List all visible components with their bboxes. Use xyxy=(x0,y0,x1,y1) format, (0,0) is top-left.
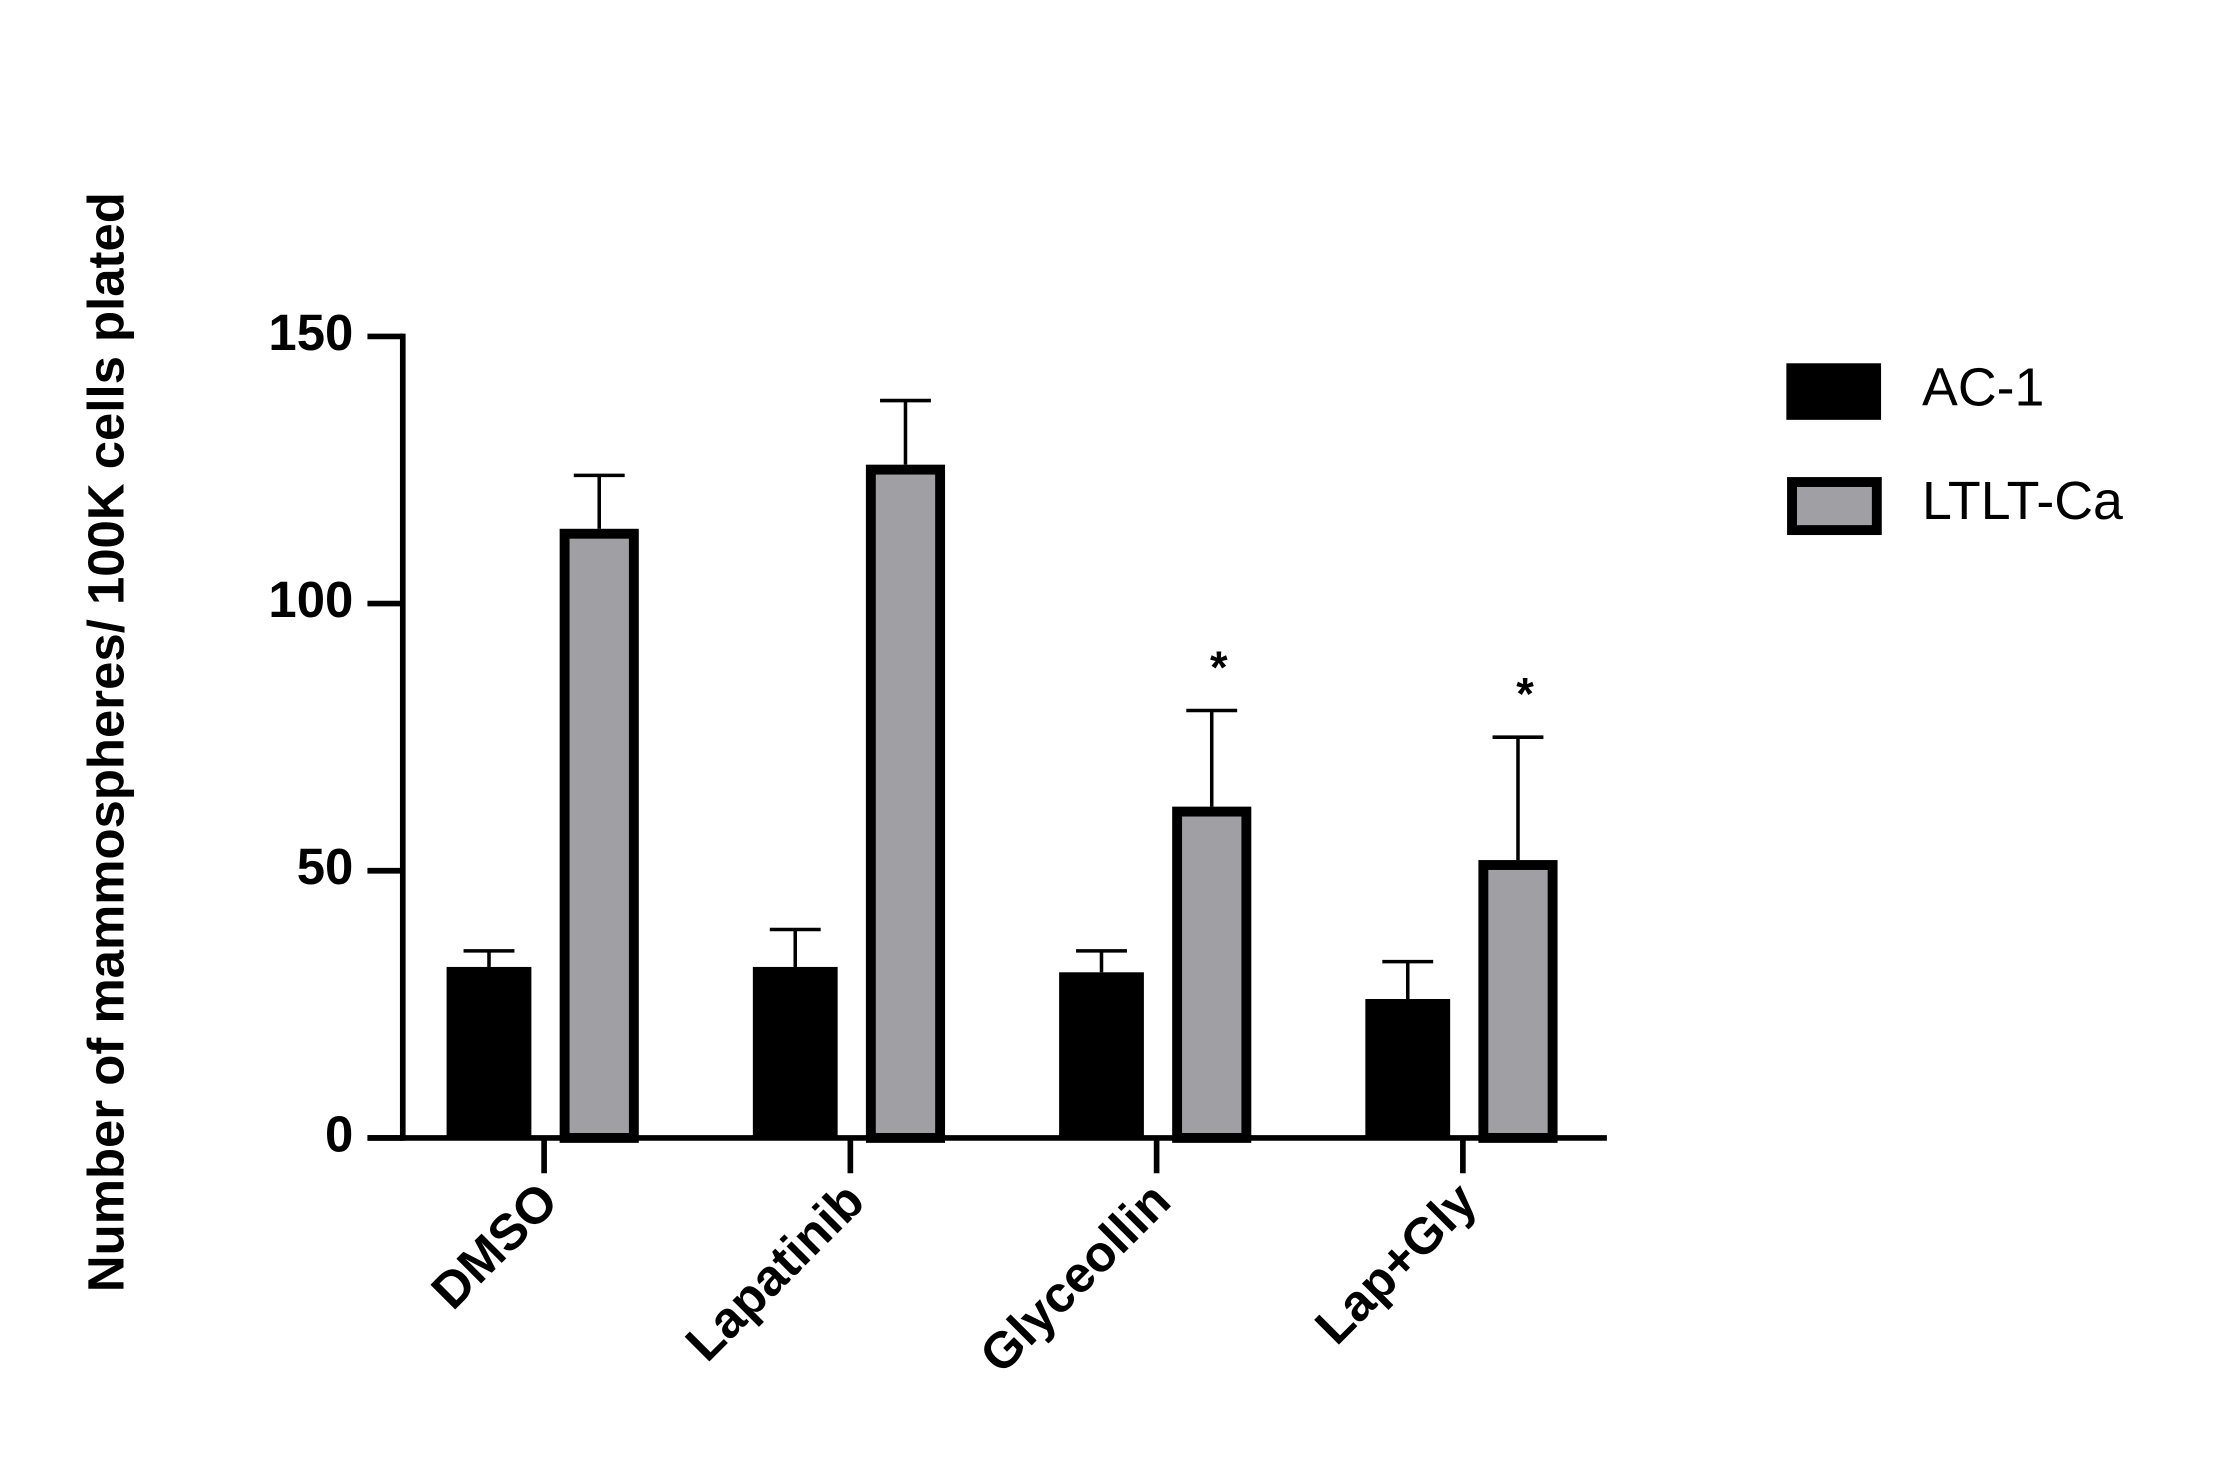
bar xyxy=(559,528,639,1143)
x-tick-label: Lapatinib xyxy=(675,1171,875,1371)
bar xyxy=(1365,998,1451,1138)
x-tick-label: DMSO xyxy=(420,1171,568,1319)
bar xyxy=(752,966,838,1138)
bar xyxy=(1478,860,1558,1143)
legend-label: AC-1 xyxy=(1922,358,2044,418)
annotation: * xyxy=(1210,642,1228,693)
legend-swatch xyxy=(1786,363,1882,420)
annotation: * xyxy=(1516,669,1534,720)
y-tick-label: 0 xyxy=(325,1105,353,1162)
legend-swatch xyxy=(1787,477,1882,536)
y-tick-label: 50 xyxy=(297,838,354,895)
bar xyxy=(1059,972,1144,1138)
legend-label: LTLT-Ca xyxy=(1922,471,2123,531)
y-tick-label: 100 xyxy=(268,571,353,628)
y-axis-title: Number of mammospheres/ 100K cells plate… xyxy=(78,192,135,1292)
x-tick-label: Glyceollin xyxy=(969,1171,1181,1383)
bar xyxy=(865,464,946,1143)
x-tick-label: Lap+Gly xyxy=(1304,1171,1488,1355)
bar xyxy=(446,966,532,1138)
bar xyxy=(1172,806,1252,1143)
y-tick-label: 150 xyxy=(268,304,353,361)
